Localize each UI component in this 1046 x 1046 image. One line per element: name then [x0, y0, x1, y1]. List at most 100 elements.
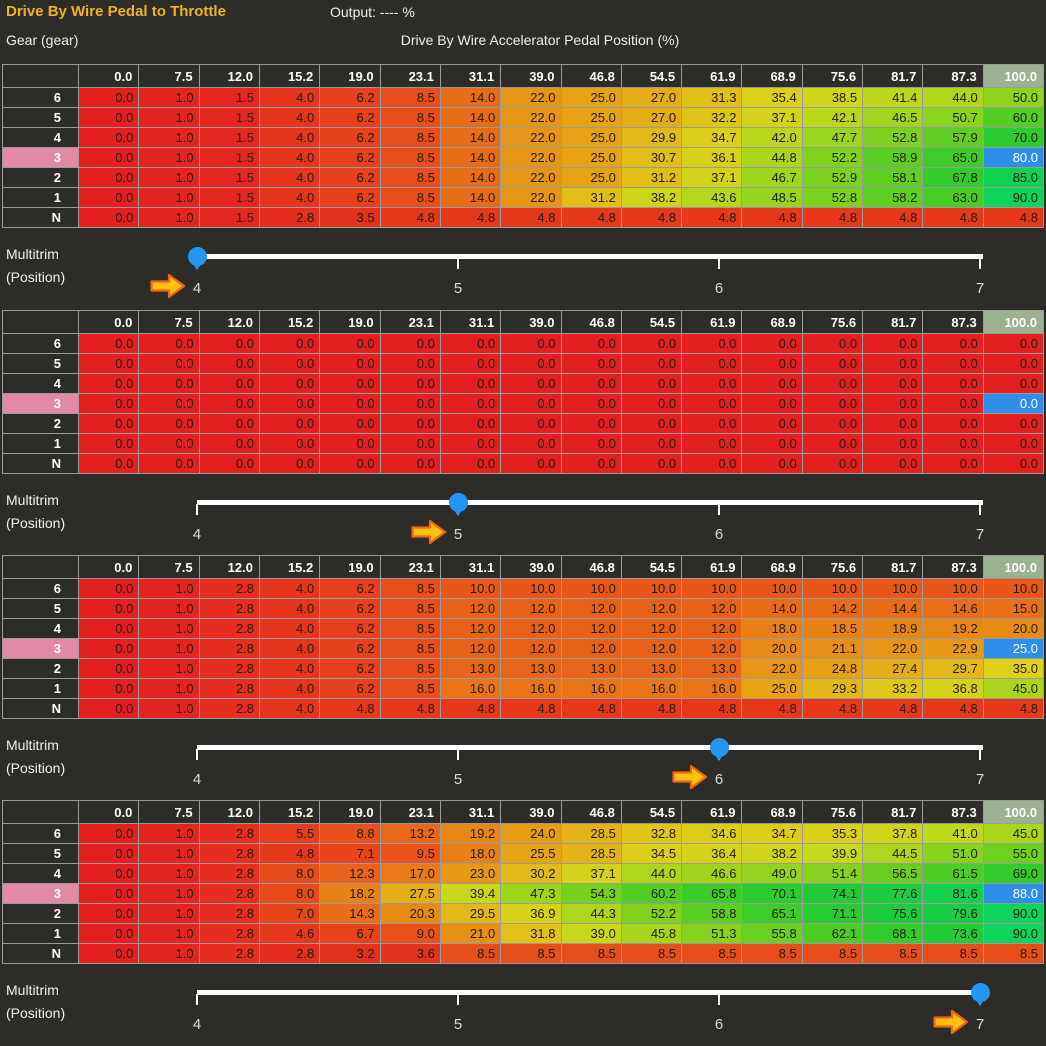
- table-cell[interactable]: 90.0: [982, 903, 1045, 924]
- table-cell[interactable]: 9.0: [379, 923, 441, 944]
- table-cell[interactable]: 4.8: [439, 207, 502, 228]
- table-cell[interactable]: 36.4: [681, 843, 743, 864]
- table-cell[interactable]: 46.6: [681, 863, 743, 884]
- table-cell[interactable]: 25.0: [560, 167, 622, 188]
- table-cell[interactable]: 2.8: [198, 903, 260, 924]
- table-cell[interactable]: 0.0: [77, 863, 140, 884]
- table-cell[interactable]: 14.4: [862, 598, 924, 619]
- table-cell[interactable]: 0.0: [319, 433, 381, 454]
- table-cell[interactable]: 21.0: [439, 923, 502, 944]
- table-cell[interactable]: 0.0: [379, 453, 441, 474]
- table-cell[interactable]: 8.5: [379, 147, 441, 168]
- table-cell[interactable]: 0.0: [500, 453, 562, 474]
- row-header[interactable]: N: [2, 453, 79, 474]
- column-header[interactable]: 31.1: [439, 64, 502, 88]
- table-cell[interactable]: 1.0: [138, 167, 200, 188]
- table-cell[interactable]: 0.0: [77, 903, 140, 924]
- table-cell[interactable]: 68.1: [862, 923, 924, 944]
- column-header[interactable]: 87.3: [922, 555, 984, 579]
- slider-track[interactable]: [197, 254, 983, 259]
- table-cell[interactable]: 12.0: [681, 638, 743, 659]
- table-cell[interactable]: 27.0: [620, 107, 683, 128]
- column-header[interactable]: 7.5: [138, 800, 200, 824]
- table-cell[interactable]: 38.2: [620, 187, 683, 208]
- table-cell[interactable]: 1.5: [198, 187, 260, 208]
- table-cell[interactable]: 4.6: [258, 923, 321, 944]
- column-header[interactable]: 75.6: [801, 800, 864, 824]
- table-cell[interactable]: 10.0: [500, 578, 562, 599]
- table-cell[interactable]: 20.3: [379, 903, 441, 924]
- table-cell[interactable]: 33.2: [862, 678, 924, 699]
- table-cell[interactable]: 80.0: [982, 147, 1045, 168]
- row-header[interactable]: 1: [2, 678, 79, 699]
- table-cell[interactable]: 0.0: [439, 373, 502, 394]
- table-cell[interactable]: 6.2: [319, 107, 381, 128]
- column-header[interactable]: 75.6: [801, 64, 864, 88]
- table-cell[interactable]: 65.0: [922, 147, 984, 168]
- row-header[interactable]: 4: [2, 863, 79, 884]
- column-header[interactable]: 23.1: [379, 64, 441, 88]
- column-header[interactable]: 75.6: [801, 555, 864, 579]
- table-cell[interactable]: 12.0: [439, 638, 502, 659]
- table-cell[interactable]: 51.4: [801, 863, 864, 884]
- table-cell[interactable]: 8.5: [379, 678, 441, 699]
- table-cell[interactable]: 52.8: [862, 127, 924, 148]
- table-cell[interactable]: 8.5: [379, 658, 441, 679]
- table-cell[interactable]: 0.0: [922, 453, 984, 474]
- table-cell[interactable]: 10.0: [862, 578, 924, 599]
- table-cell[interactable]: 0.0: [77, 598, 140, 619]
- table-cell[interactable]: 0.0: [77, 373, 140, 394]
- table-cell[interactable]: 0.0: [77, 393, 140, 414]
- column-header[interactable]: 39.0: [500, 800, 562, 824]
- table-cell[interactable]: 0.0: [138, 373, 200, 394]
- table-cell[interactable]: 69.0: [982, 863, 1045, 884]
- table-cell[interactable]: 1.5: [198, 167, 260, 188]
- table-cell[interactable]: 34.7: [681, 127, 743, 148]
- table-cell[interactable]: 0.0: [138, 453, 200, 474]
- table-cell[interactable]: 6.2: [319, 658, 381, 679]
- table-cell[interactable]: 58.8: [681, 903, 743, 924]
- table-cell[interactable]: 0.0: [620, 433, 683, 454]
- table-cell[interactable]: 52.2: [801, 147, 864, 168]
- table-cell[interactable]: 0.0: [862, 393, 924, 414]
- table-cell[interactable]: 1.0: [138, 903, 200, 924]
- table-cell[interactable]: 1.0: [138, 618, 200, 639]
- table-cell[interactable]: 4.8: [922, 698, 984, 719]
- table-cell[interactable]: 0.0: [801, 413, 864, 434]
- row-header[interactable]: 6: [2, 333, 79, 354]
- table-cell[interactable]: 8.5: [379, 187, 441, 208]
- row-header[interactable]: 6: [2, 823, 79, 844]
- table-cell[interactable]: 29.5: [439, 903, 502, 924]
- table-cell[interactable]: 4.8: [922, 207, 984, 228]
- column-header[interactable]: 19.0: [319, 310, 381, 334]
- table-cell[interactable]: 4.0: [258, 698, 321, 719]
- table-cell[interactable]: 8.5: [379, 107, 441, 128]
- table-cell[interactable]: 2.8: [198, 863, 260, 884]
- row-header[interactable]: 2: [2, 903, 79, 924]
- table-cell[interactable]: 37.1: [681, 167, 743, 188]
- table-cell[interactable]: 6.2: [319, 147, 381, 168]
- column-header[interactable]: 15.2: [258, 64, 321, 88]
- table-cell[interactable]: 38.2: [741, 843, 803, 864]
- table-cell[interactable]: 12.0: [620, 638, 683, 659]
- slider-track[interactable]: [197, 990, 983, 995]
- column-header[interactable]: 87.3: [922, 310, 984, 334]
- column-header[interactable]: 19.0: [319, 555, 381, 579]
- table-cell[interactable]: 35.4: [741, 87, 803, 108]
- table-cell[interactable]: 14.3: [319, 903, 381, 924]
- table-cell[interactable]: 13.0: [560, 658, 622, 679]
- table-cell[interactable]: 0.0: [982, 433, 1045, 454]
- table-cell[interactable]: 0.0: [319, 393, 381, 414]
- table-cell[interactable]: 4.0: [258, 107, 321, 128]
- table-cell[interactable]: 42.0: [741, 127, 803, 148]
- column-header[interactable]: 68.9: [741, 64, 803, 88]
- table-cell[interactable]: 0.0: [379, 393, 441, 414]
- column-header[interactable]: 54.5: [620, 64, 683, 88]
- table-cell[interactable]: 0.0: [379, 353, 441, 374]
- table-cell[interactable]: 0.0: [439, 333, 502, 354]
- table-cell[interactable]: 52.9: [801, 167, 864, 188]
- table-cell[interactable]: 13.0: [500, 658, 562, 679]
- column-header[interactable]: 68.9: [741, 555, 803, 579]
- table-cell[interactable]: 4.8: [982, 698, 1045, 719]
- table-cell[interactable]: 18.0: [741, 618, 803, 639]
